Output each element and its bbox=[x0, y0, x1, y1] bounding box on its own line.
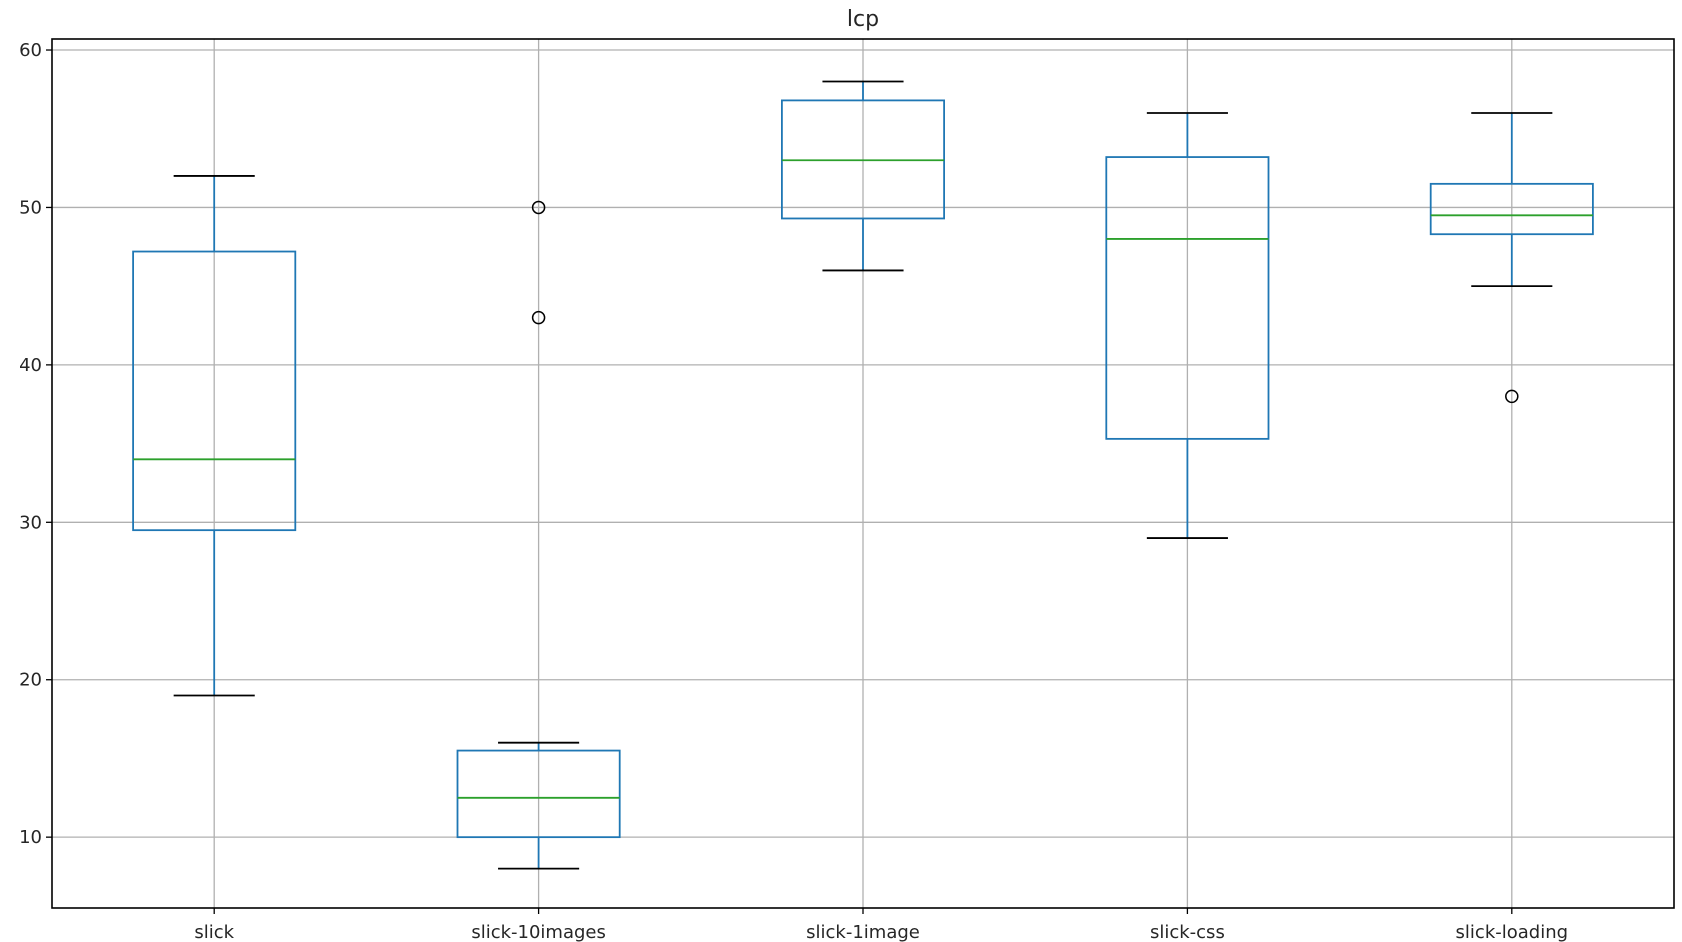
y-tick-label: 10 bbox=[19, 827, 42, 848]
y-tick-label: 60 bbox=[19, 40, 42, 61]
y-tick-label: 20 bbox=[19, 670, 42, 691]
x-tick-label: slick-10images bbox=[471, 922, 606, 942]
box-group-slick bbox=[132, 175, 297, 697]
box-group-slick-css bbox=[1105, 112, 1270, 539]
x-tick-label: slick-loading bbox=[1456, 922, 1569, 942]
box-layer bbox=[132, 80, 1594, 870]
outlier-point bbox=[531, 200, 546, 215]
y-tick-label: 30 bbox=[19, 512, 42, 533]
box-group-slick-10images bbox=[456, 200, 621, 870]
iqr-box bbox=[1429, 182, 1594, 236]
box-group-slick-1image bbox=[781, 80, 946, 272]
outlier-point bbox=[1505, 389, 1519, 404]
chart-title: lcp bbox=[847, 7, 879, 32]
x-tick-label: slick-css bbox=[1150, 922, 1225, 942]
y-tick-label: 40 bbox=[19, 355, 42, 376]
iqr-box bbox=[1105, 156, 1270, 440]
x-tick-label: slick-1image bbox=[806, 922, 920, 942]
outlier-point bbox=[531, 310, 546, 325]
x-tick-label: slick bbox=[194, 922, 234, 942]
iqr-box bbox=[456, 749, 621, 839]
box-group-slick-loading bbox=[1429, 112, 1594, 404]
y-tick-label: 50 bbox=[19, 197, 42, 218]
tick-layer: 10 20 30 40 50 60 slick slick-10images slick-1im… bbox=[19, 40, 1568, 942]
iqr-box bbox=[132, 250, 297, 532]
